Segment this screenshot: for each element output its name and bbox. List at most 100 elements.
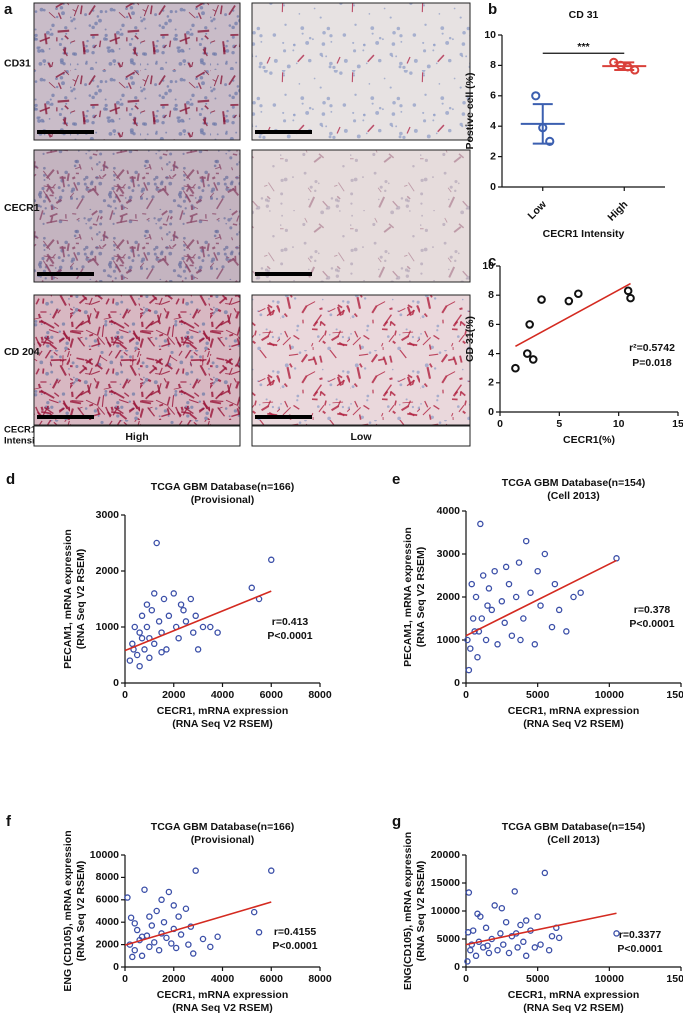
data-point (189, 950, 197, 957)
data-point (127, 914, 135, 921)
data-point (170, 902, 177, 909)
data-point (522, 537, 530, 545)
data-point (522, 952, 530, 960)
trend-line (465, 559, 617, 637)
data-point (175, 913, 182, 920)
annotation: P<0.0001 (272, 940, 317, 952)
data-point (517, 636, 524, 644)
annotation: P<0.0001 (617, 943, 662, 955)
y-tick-label: 8 (488, 289, 494, 301)
micrograph (33, 294, 241, 426)
trend-line (465, 912, 617, 946)
trend-line (124, 590, 272, 652)
data-point (626, 293, 635, 303)
y-tick-label: 6 (490, 90, 496, 102)
y-axis-label: PECAM1, mRNA expression (62, 529, 74, 669)
data-point (124, 894, 131, 901)
y-tick-label: 15000 (431, 877, 460, 889)
data-point (163, 646, 170, 653)
annotation: r²=0.5742 (629, 342, 675, 354)
x-tick-label: 2000 (162, 973, 186, 985)
y-tick-label: 2 (490, 150, 496, 162)
data-point (537, 295, 546, 304)
data-point (474, 910, 481, 918)
data-point (150, 590, 158, 597)
x-tick-label: 15 (672, 418, 683, 430)
data-point (541, 869, 549, 877)
data-point (511, 363, 520, 373)
data-point (520, 938, 527, 946)
data-point (464, 958, 471, 965)
x-axis-label: CECR1(%) (563, 434, 615, 446)
x-axis-label: (RNA Seq V2 RSEM) (172, 1002, 273, 1014)
x-tick-label: 5000 (526, 689, 550, 701)
x-tick-label: 10000 (595, 689, 624, 701)
data-point (131, 623, 138, 631)
panel-letter: c (488, 253, 496, 270)
data-point (464, 929, 472, 936)
y-tick-label: 0 (113, 677, 119, 689)
data-point (158, 648, 165, 656)
data-point (146, 654, 153, 662)
annotation: r=0.3377 (619, 929, 661, 941)
annotation: P<0.0001 (267, 630, 312, 642)
x-tick-label: 0 (122, 973, 128, 985)
data-point (172, 944, 180, 952)
y-tick-label: 20000 (431, 849, 460, 861)
data-point (478, 615, 486, 622)
x-axis-label: CECR1, mRNA expression (157, 705, 288, 717)
data-point (160, 595, 168, 603)
chart-subtitle: (Cell 2013) (547, 834, 600, 846)
data-point (182, 618, 190, 625)
x-tick-label: 6000 (260, 689, 284, 701)
data-point (502, 918, 510, 926)
data-point (136, 662, 143, 670)
panel-letter: f (6, 813, 12, 830)
data-point (477, 520, 484, 528)
x-tick-label: 5 (556, 418, 562, 430)
data-point (177, 601, 185, 608)
y-axis-label: ENG (CD105), mRNA expression (62, 830, 74, 991)
data-point (555, 606, 563, 614)
y-tick-label: 5000 (437, 933, 461, 945)
y-tick-label: 4 (490, 120, 496, 132)
data-point (141, 646, 148, 653)
annotation: P=0.018 (632, 357, 672, 369)
data-point (471, 628, 478, 635)
data-point (484, 602, 491, 609)
data-point (511, 888, 518, 895)
data-point (500, 941, 507, 948)
x-tick-label: 0 (497, 418, 503, 430)
x-axis-label: CECR1, mRNA expression (508, 705, 639, 717)
data-point (522, 349, 532, 358)
x-tick-label: 0 (122, 689, 128, 701)
column-label: Low (351, 431, 373, 443)
data-point (165, 612, 173, 620)
y-tick-label: 3000 (437, 548, 461, 560)
y-tick-label: 2000 (96, 938, 120, 950)
row-label: CD 204 (4, 346, 40, 358)
x-axis-label: CECR1, mRNA expression (508, 989, 639, 1001)
data-point (155, 618, 163, 625)
data-point (502, 563, 510, 571)
data-point (138, 952, 146, 960)
x-tick-label: 6000 (260, 973, 284, 985)
x-tick-label: 10000 (595, 973, 624, 985)
y-tick-label: 0 (490, 181, 496, 193)
x-tick-label: 10 (613, 418, 625, 430)
y-tick-label: 10000 (431, 905, 460, 917)
chart-subtitle: (Provisional) (191, 834, 255, 846)
y-tick-label: 0 (454, 961, 460, 973)
data-point (464, 636, 471, 644)
data-point (498, 598, 506, 605)
data-point (491, 567, 498, 575)
data-point (138, 634, 146, 642)
annotation: r=0.4155 (274, 926, 316, 938)
data-point (537, 602, 544, 609)
data-point (153, 907, 160, 915)
data-point (508, 632, 516, 639)
y-tick-label: 0 (454, 677, 460, 689)
data-point (548, 932, 556, 940)
annotation: P<0.0001 (629, 618, 674, 630)
